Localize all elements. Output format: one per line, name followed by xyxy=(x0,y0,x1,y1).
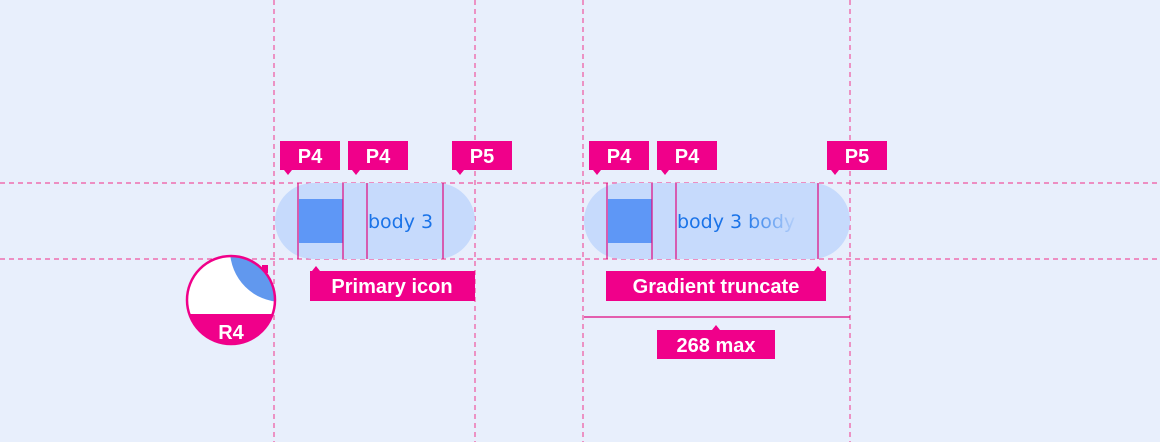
padding-label: P5 xyxy=(845,146,869,168)
chip-short: body 3 xyxy=(275,183,475,259)
padding-label: P5 xyxy=(470,146,494,168)
primary-icon xyxy=(608,199,652,243)
primary-icon-callout: Primary icon xyxy=(331,276,452,298)
chip-short-text: body 3 xyxy=(368,211,433,233)
primary-icon xyxy=(299,199,343,243)
chip-long: body 3 body xyxy=(584,183,850,259)
gradient-truncate-callout: Gradient truncate xyxy=(633,276,800,298)
radius-label: R4 xyxy=(218,322,244,344)
padding-label: P4 xyxy=(607,146,632,168)
padding-label: P4 xyxy=(366,146,391,168)
padding-label: P4 xyxy=(298,146,323,168)
chip-long-text: body 3 body xyxy=(677,211,795,233)
padding-label: P4 xyxy=(675,146,700,168)
max-width-label: 268 max xyxy=(677,335,756,357)
